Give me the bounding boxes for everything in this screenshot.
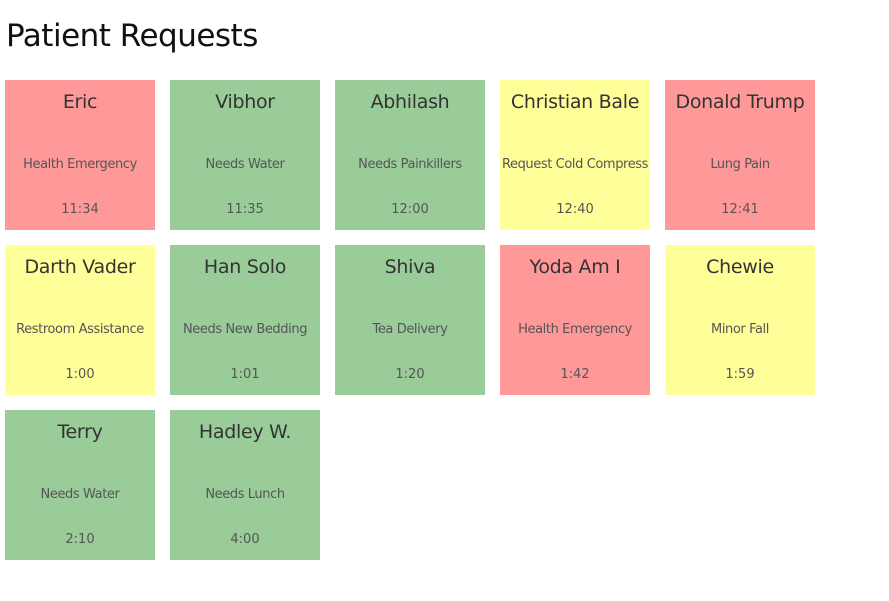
request-description: Needs Water [40,487,120,502]
patient-name: Darth Vader [24,256,136,278]
request-card[interactable]: Han Solo Needs New Bedding 1:01 [170,245,320,395]
patient-name: Donald Trump [675,91,805,113]
request-description: Health Emergency [23,157,137,172]
request-card[interactable]: Darth Vader Restroom Assistance 1:00 [5,245,155,395]
request-time: 12:40 [556,202,594,217]
request-time: 1:20 [395,367,425,382]
request-time: 12:41 [721,202,759,217]
patient-name: Hadley W. [198,421,292,443]
patient-name: Chewie [706,256,774,278]
request-description: Needs Water [205,157,285,172]
request-grid: Eric Health Emergency 11:34 Vibhor Needs Wat… [5,80,835,560]
request-time: 11:34 [61,202,99,217]
patient-name: Eric [62,91,98,113]
patient-name: Han Solo [203,256,287,278]
request-card[interactable]: Yoda Am I Health Emergency 1:42 [500,245,650,395]
request-card[interactable]: Donald Trump Lung Pain 12:41 [665,80,815,230]
request-card[interactable]: Vibhor Needs Water 11:35 [170,80,320,230]
request-time: 11:35 [226,202,264,217]
request-card[interactable]: Eric Health Emergency 11:34 [5,80,155,230]
request-description: Needs New Bedding [182,322,308,337]
request-card[interactable]: Shiva Tea Delivery 1:20 [335,245,485,395]
patient-name: Yoda Am I [529,256,621,278]
request-card[interactable]: Abhilash Needs Painkillers 12:00 [335,80,485,230]
request-description: Lung Pain [710,157,770,172]
request-time: 1:01 [230,367,260,382]
request-description: Restroom Assistance [16,322,144,337]
request-description: Health Emergency [518,322,632,337]
request-time: 2:10 [65,532,95,547]
request-description: Minor Fall [711,322,769,337]
request-time: 1:59 [725,367,755,382]
request-time: 1:00 [65,367,95,382]
patient-name: Christian Bale [510,91,640,113]
request-time: 1:42 [560,367,590,382]
request-description: Needs Painkillers [358,157,462,172]
page-title: Patient Requests [6,18,258,54]
patient-name: Vibhor [215,91,275,113]
request-card[interactable]: Terry Needs Water 2:10 [5,410,155,560]
patient-name: Terry [57,421,103,443]
request-time: 12:00 [391,202,429,217]
request-card[interactable]: Hadley W. Needs Lunch 4:00 [170,410,320,560]
request-card[interactable]: Christian Bale Request Cold Compress 12:40 [500,80,650,230]
patient-name: Abhilash [370,91,450,113]
request-description: Tea Delivery [372,322,448,337]
request-description: Needs Lunch [205,487,285,502]
request-time: 4:00 [230,532,260,547]
patient-name: Shiva [384,256,436,278]
request-description: Request Cold Compress [501,157,649,172]
request-card[interactable]: Chewie Minor Fall 1:59 [665,245,815,395]
